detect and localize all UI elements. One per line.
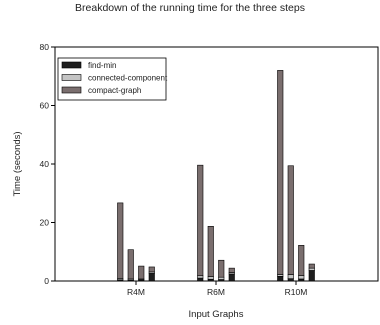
legend-swatch bbox=[61, 61, 82, 69]
bar-segment-find-min bbox=[277, 276, 284, 282]
bar-segment-compact-graph bbox=[148, 266, 155, 273]
y-tick-label: 0 bbox=[44, 276, 49, 286]
bar-segment-connected-component bbox=[287, 274, 294, 279]
legend-label: find-min bbox=[88, 61, 116, 70]
x-tick-label: R4M bbox=[127, 287, 145, 297]
bar-segment-compact-graph bbox=[197, 164, 204, 277]
bar-segment-compact-graph bbox=[138, 265, 145, 280]
bar-segment-find-min bbox=[197, 277, 204, 282]
x-axis-label: Input Graphs bbox=[189, 309, 244, 320]
bar-segment-find-min bbox=[287, 278, 294, 282]
y-axis-label: Time (seconds) bbox=[12, 131, 23, 196]
bar-segment-find-min bbox=[228, 273, 235, 282]
bar-segment-find-min bbox=[148, 273, 155, 282]
bar-segment-find-min bbox=[298, 278, 305, 282]
y-tick-label: 60 bbox=[40, 101, 50, 111]
bar-segment-compact-graph bbox=[218, 259, 225, 278]
bar-segment-connected-component bbox=[218, 276, 225, 280]
legend: find-min connected-component compact-graph bbox=[57, 57, 168, 101]
plot-area: 0 20 40 60 80 R4M R6M R10M bbox=[40, 42, 379, 297]
legend-label: compact-graph bbox=[88, 86, 141, 95]
bar-segment-compact-graph bbox=[228, 267, 235, 273]
bar-segment-compact-graph bbox=[127, 249, 134, 280]
bar-segment-compact-graph bbox=[207, 226, 214, 277]
bar-segment-find-min bbox=[308, 270, 315, 282]
bar-segment-connected-component bbox=[197, 275, 204, 279]
legend-label: connected-component bbox=[88, 74, 168, 83]
bar-segment-compact-graph bbox=[298, 245, 305, 276]
y-tick-label: 40 bbox=[40, 159, 50, 169]
bar-segment-compact-graph bbox=[277, 70, 284, 275]
legend-swatch bbox=[61, 74, 82, 81]
bar-segment-connected-component bbox=[308, 267, 315, 271]
chart-title: Breakdown of the running time for the th… bbox=[75, 2, 305, 14]
bar-segment-compact-graph bbox=[308, 263, 315, 269]
bar-segment-compact-graph bbox=[117, 202, 124, 279]
legend-swatch bbox=[61, 86, 82, 94]
y-tick-label: 20 bbox=[40, 218, 50, 228]
x-tick-label: R10M bbox=[285, 287, 308, 297]
y-tick-label: 80 bbox=[40, 42, 50, 52]
bar-segment-connected-component bbox=[207, 276, 214, 280]
x-tick-label: R6M bbox=[207, 287, 225, 297]
bar-segment-compact-graph bbox=[287, 165, 294, 275]
bar-segment-connected-component bbox=[298, 275, 305, 280]
